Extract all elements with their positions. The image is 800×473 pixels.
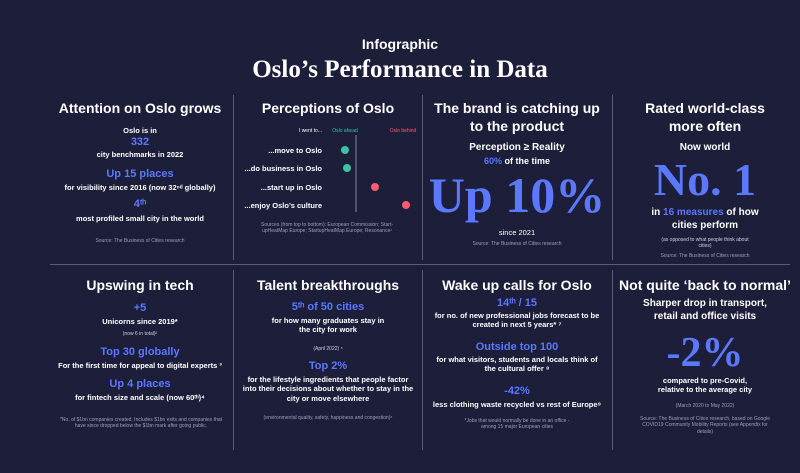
text: Perception ≥ Reality	[469, 142, 565, 153]
legend-heading: I went to...	[298, 128, 322, 134]
big-number: No. 1	[653, 154, 757, 205]
legend-ahead: Oslo ahead	[332, 128, 358, 134]
text: compared to pre-Covid, relative to the a…	[657, 376, 753, 395]
text: for how many graduates stay in the city …	[271, 316, 385, 335]
legend-behind: Oslo behind	[389, 128, 417, 134]
highlight: Up 15 places	[106, 168, 174, 180]
kicker: Infographic	[361, 36, 439, 52]
text: For the first time for appeal to digital…	[58, 361, 222, 370]
highlight: Top 2%	[308, 360, 348, 372]
highlight: 14ᵗʰ / 15	[496, 297, 538, 309]
highlight: 16 measures	[663, 207, 724, 218]
text: for the lifestyle ingredients that peopl…	[242, 375, 414, 403]
dot	[343, 164, 351, 172]
source: Sources (from top to bottom): European C…	[261, 222, 393, 235]
text: Now world	[679, 142, 731, 153]
text: city benchmarks in 2022	[96, 150, 184, 159]
divider	[233, 270, 234, 450]
highlight: Top 30 globally	[100, 346, 180, 358]
text: of how cities perform	[671, 207, 759, 231]
title: Oslo’s Performance in Data	[252, 56, 548, 83]
text: most profiled small city in the world	[76, 214, 204, 223]
dot	[341, 146, 349, 154]
row-label: ...start up in Oslo	[260, 183, 322, 192]
note: (as opposed to what people think about c…	[661, 237, 749, 250]
text: Oslo is in	[123, 126, 157, 135]
note: (April 2022) ⁵	[313, 346, 343, 352]
big-number: Up 10%	[428, 167, 606, 223]
text: for no. of new professional jobs forecas…	[434, 311, 600, 330]
dot	[371, 183, 379, 191]
divider	[612, 95, 613, 260]
source: Source: The Business of Cities research	[472, 241, 562, 247]
text: Unicorns since 2019*	[102, 317, 178, 326]
big-number: -2%	[666, 330, 744, 376]
source: Source: The Business of Cities research	[660, 253, 750, 259]
row-label: ...do business in Oslo	[244, 164, 322, 173]
panel-title: Talent breakthroughs	[256, 277, 400, 293]
highlight: 4ᵗʰ	[133, 198, 147, 210]
divider	[50, 264, 790, 265]
dot	[402, 201, 410, 209]
panel-title: Wake up calls for Oslo	[442, 277, 592, 293]
highlight: Outside top 100	[475, 341, 559, 353]
text-line: 60% of the time	[428, 156, 606, 167]
highlight: 332	[130, 136, 150, 148]
text: of the time	[504, 156, 551, 166]
footnote: *No. of $1bn companies created. Includes…	[59, 417, 223, 430]
highlight: 60%	[483, 156, 502, 166]
panel-title: Not quite ‘back to normal’	[619, 277, 791, 293]
divider	[612, 270, 613, 450]
divider	[233, 95, 234, 260]
note: (now 6 in total)²	[122, 331, 158, 337]
text: in	[651, 207, 661, 218]
text: for fintech size and scale (now 60ᵗʰ)⁴	[75, 393, 205, 402]
row-label: ...enjoy Oslo’s culture	[244, 201, 322, 210]
panel-title: The brand is catching up to the product	[434, 100, 600, 134]
divider	[422, 270, 423, 450]
text: Sharper drop in transport, retail and of…	[643, 298, 767, 322]
panel-title: Perceptions of Oslo	[261, 100, 395, 116]
source: Source: The Business of Cities research	[95, 238, 185, 244]
text-line: in 16 measures of how cities perform	[640, 207, 770, 232]
note: (March 2020 to May 2022)	[675, 403, 735, 409]
highlight: Up 4 places	[109, 378, 171, 390]
divider	[422, 95, 423, 260]
text: since 2021	[498, 228, 536, 237]
text: for what visitors, students and locals t…	[436, 355, 598, 374]
highlight: +5	[133, 302, 147, 314]
source: Source: The Business of Cities research,…	[640, 416, 770, 435]
text: for visibility since 2016 (now 32ⁿᵈ glob…	[64, 183, 216, 192]
panel-title: Attention on Oslo grows	[58, 100, 222, 116]
highlight: -42%	[504, 385, 530, 397]
panel-title: Upswing in tech	[86, 277, 194, 293]
note: (environmental quality, safety, happines…	[263, 415, 393, 421]
footnote: *Jobs that would normally be done in an …	[464, 418, 570, 431]
text: less clothing waste recycled vs rest of …	[432, 400, 602, 409]
row-label: ...move to Oslo	[268, 146, 322, 155]
dot-chart	[341, 135, 410, 212]
panel-title: Rated world-class more often	[645, 100, 765, 134]
highlight: 5ᵗʰ of 50 cities	[291, 301, 365, 313]
